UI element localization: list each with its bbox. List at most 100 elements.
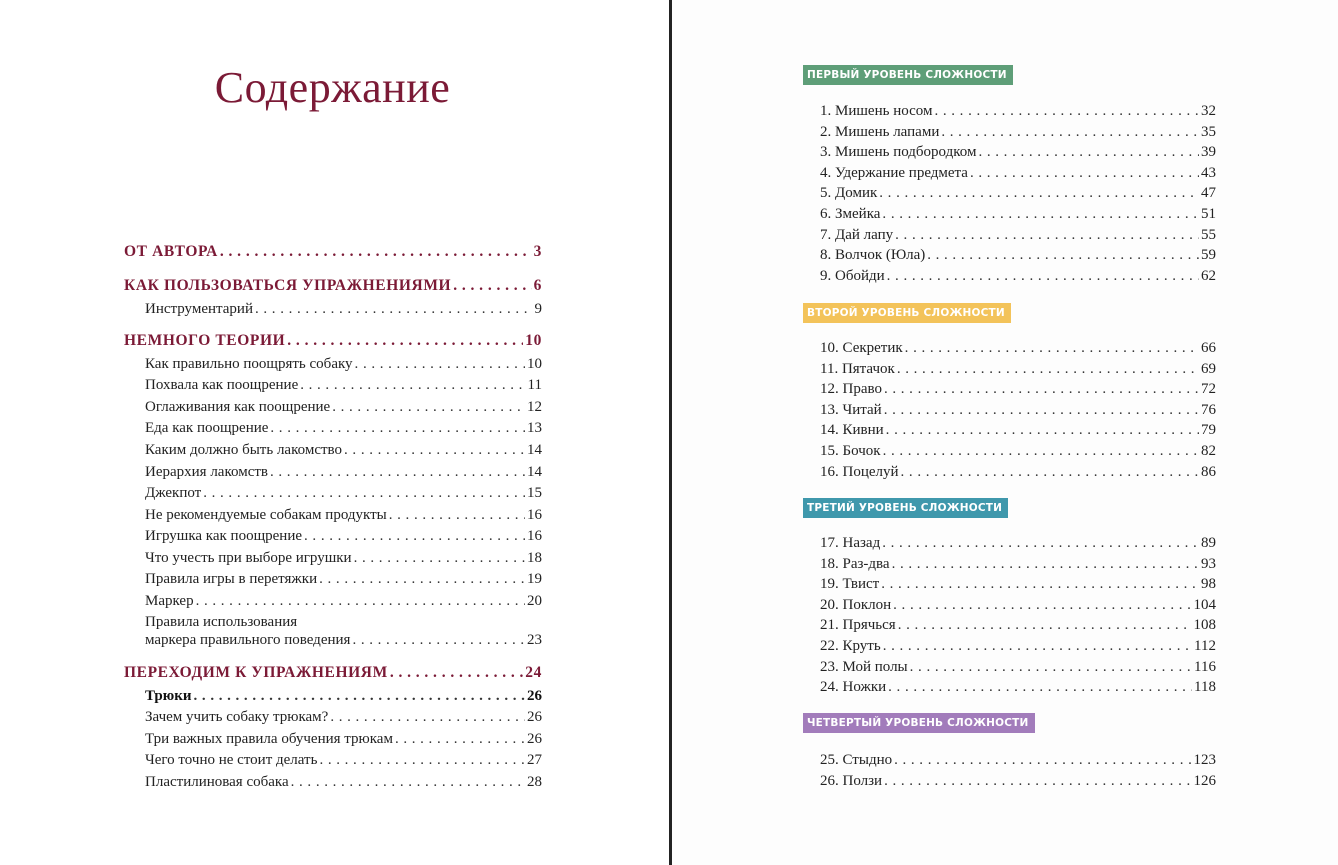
page-number: 18 <box>527 550 542 566</box>
dot-leader <box>270 418 525 438</box>
exercise-item[interactable]: 3. Мишень подбородком 39 <box>820 142 1216 162</box>
exercise-item[interactable]: 25. Стыдно 123 <box>820 750 1216 770</box>
exercise-item[interactable]: 13. Читай 76 <box>820 400 1216 420</box>
entry-title: КАК ПОЛЬЗОВАТЬСЯ УПРАЖНЕНИЯМИ <box>124 277 452 294</box>
exercise-item[interactable]: 14. Кивни 79 <box>820 420 1216 440</box>
dot-leader <box>344 440 525 460</box>
toc-item[interactable]: Иерархия лакомств 14 <box>145 462 542 482</box>
toc-item[interactable]: маркера правильного поведения 23 <box>145 630 542 650</box>
entry-title: НЕМНОГО ТЕОРИИ <box>124 332 286 349</box>
exercise-item[interactable]: 8. Волчок (Юла) 59 <box>820 245 1216 265</box>
dot-leader <box>220 242 532 262</box>
dot-leader <box>319 569 525 589</box>
toc-item[interactable]: Похвала как поощрение 11 <box>145 375 542 395</box>
entry-title: Маркер <box>145 593 194 609</box>
exercise-item[interactable]: 15. Бочок 82 <box>820 441 1216 461</box>
dot-leader <box>887 266 1199 286</box>
page-number: 66 <box>1201 340 1216 356</box>
toc-section[interactable]: ОТ АВТОРА 3 <box>124 242 542 262</box>
entry-title: Джекпот <box>145 485 202 501</box>
exercise-item[interactable]: 18. Раз-два 93 <box>820 554 1216 574</box>
dot-leader <box>905 338 1199 358</box>
exercise-item[interactable]: 21. Прячься 108 <box>820 615 1216 635</box>
dot-leader <box>883 441 1199 461</box>
toc-section[interactable]: НЕМНОГО ТЕОРИИ 10 <box>124 331 542 351</box>
dot-leader <box>884 400 1199 420</box>
entry-title: 23. Мой полы <box>820 658 908 675</box>
dot-leader <box>352 630 525 650</box>
page-number: 14 <box>527 464 542 480</box>
page-number: 6 <box>533 277 542 294</box>
exercise-item[interactable]: 11. Пятачок 69 <box>820 359 1216 379</box>
page-number: 35 <box>1201 123 1216 140</box>
page-number: 47 <box>1201 185 1216 202</box>
exercise-item[interactable]: 10. Секретик 66 <box>820 338 1216 358</box>
exercise-item[interactable]: 16. Поцелуй 86 <box>820 462 1216 482</box>
toc-item[interactable]: Что учесть при выборе игрушки 18 <box>145 548 542 568</box>
exercise-item[interactable]: 17. Назад 89 <box>820 533 1216 553</box>
toc-item[interactable]: Маркер 20 <box>145 591 542 611</box>
page-number: 72 <box>1201 381 1216 398</box>
exercise-item[interactable]: 20. Поклон 104 <box>820 595 1216 615</box>
toc-item[interactable]: Как правильно поощрять собаку 10 <box>145 354 542 374</box>
dot-leader <box>879 183 1199 203</box>
difficulty-level-badge: ВТОРОЙ УРОВЕНЬ СЛОЖНОСТИ <box>803 303 1011 323</box>
page-number: 93 <box>1201 555 1216 572</box>
dot-leader <box>319 750 525 770</box>
difficulty-level-badge: ТРЕТИЙ УРОВЕНЬ СЛОЖНОСТИ <box>803 498 1009 518</box>
exercise-item[interactable]: 2. Мишень лапами 35 <box>820 122 1216 142</box>
toc-item[interactable]: Оглаживания как поощрение 12 <box>145 397 542 417</box>
exercise-item[interactable]: 24. Ножки 118 <box>820 677 1216 697</box>
exercise-item[interactable]: 5. Домик 47 <box>820 183 1216 203</box>
page-number: 39 <box>1201 144 1216 161</box>
toc-item[interactable]: Не рекомендуемые собакам продукты 16 <box>145 505 542 525</box>
exercise-item[interactable]: 12. Право 72 <box>820 379 1216 399</box>
entry-title: 22. Круть <box>820 638 881 654</box>
dot-leader <box>882 204 1199 224</box>
dot-leader <box>898 615 1192 635</box>
toc-item[interactable]: Трюки 26 <box>145 686 542 706</box>
exercise-item[interactable]: 7. Дай лапу 55 <box>820 225 1216 245</box>
exercise-item[interactable]: 9. Обойди 62 <box>820 266 1216 286</box>
dot-leader <box>927 245 1199 265</box>
page-number: 28 <box>527 774 542 790</box>
page-number: 62 <box>1201 267 1216 284</box>
toc-item[interactable]: Каким должно быть лакомство 14 <box>145 440 542 460</box>
toc-item[interactable]: Три важных правила обучения трюкам 26 <box>145 729 542 749</box>
entry-title: 12. Право <box>820 381 882 398</box>
dot-leader <box>897 359 1199 379</box>
entry-title: Три важных правила обучения трюкам <box>145 731 393 747</box>
page-number: 23 <box>527 632 542 648</box>
entry-title: 26. Ползи <box>820 772 883 789</box>
toc-item[interactable]: Чего точно не стоит делать 27 <box>145 750 542 770</box>
exercise-item[interactable]: 6. Змейка 51 <box>820 204 1216 224</box>
toc-item[interactable]: Джекпот 15 <box>145 483 542 503</box>
page-number: 3 <box>533 243 542 260</box>
entry-title: 6. Змейка <box>820 206 881 222</box>
page-number: 11 <box>527 377 542 393</box>
dot-leader <box>389 505 525 525</box>
page-number: 20 <box>527 593 542 609</box>
exercise-item[interactable]: 22. Круть 112 <box>820 636 1216 656</box>
entry-title: 2. Мишень лапами <box>820 123 940 140</box>
toc-section[interactable]: ПЕРЕХОДИМ К УПРАЖНЕНИЯМ 24 <box>124 663 542 683</box>
exercise-item[interactable]: 23. Мой полы 116 <box>820 657 1216 677</box>
toc-item[interactable]: Инструментарий 9 <box>145 299 542 319</box>
entry-title: Как правильно поощрять собаку <box>145 356 353 372</box>
dot-leader <box>883 636 1192 656</box>
toc-item[interactable]: Игрушка как поощрение 16 <box>145 526 542 546</box>
dot-leader <box>270 462 525 482</box>
toc-item[interactable]: Пластилиновая собака 28 <box>145 772 542 792</box>
toc-section[interactable]: КАК ПОЛЬЗОВАТЬСЯ УПРАЖНЕНИЯМИ 6 <box>124 276 542 296</box>
entry-title: ОТ АВТОРА <box>124 243 218 260</box>
exercise-item[interactable]: 4. Удержание предмета 43 <box>820 163 1216 183</box>
dot-leader <box>884 379 1199 399</box>
exercise-item[interactable]: 26. Ползи 126 <box>820 771 1216 791</box>
page-number: 108 <box>1193 617 1217 634</box>
toc-item[interactable]: Правила игры в перетяжки 19 <box>145 569 542 589</box>
toc-item[interactable]: Еда как поощрение 13 <box>145 418 542 438</box>
entry-title: 20. Поклон <box>820 596 892 613</box>
exercise-item[interactable]: 1. Мишень носом 32 <box>820 101 1216 121</box>
exercise-item[interactable]: 19. Твист 98 <box>820 574 1216 594</box>
toc-item[interactable]: Зачем учить собаку трюкам? 26 <box>145 707 542 727</box>
